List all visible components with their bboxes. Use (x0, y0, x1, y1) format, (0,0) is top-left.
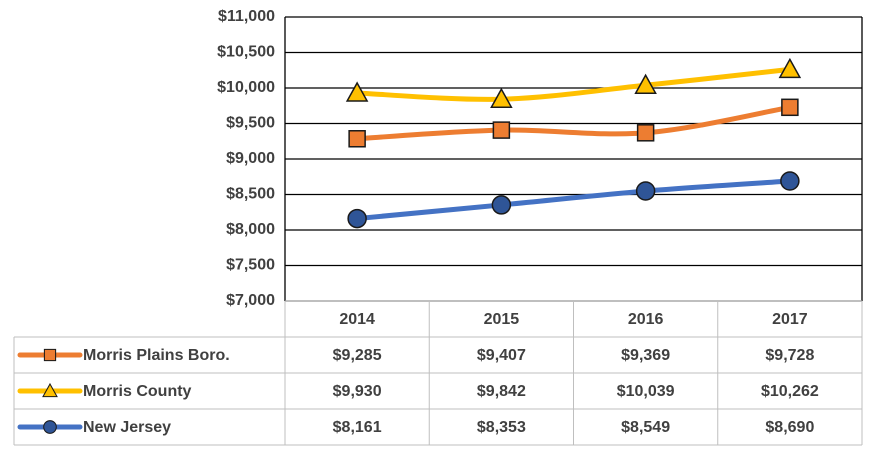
table-value: $8,690 (765, 419, 814, 436)
table-value: $8,161 (333, 419, 382, 436)
table-value: $9,407 (477, 347, 526, 364)
data-point (345, 81, 369, 102)
y-tick-label: $9,500 (226, 115, 275, 132)
y-tick-label: $7,000 (226, 292, 275, 309)
y-tick-label: $8,000 (226, 221, 275, 238)
x-tick-label: 2017 (772, 311, 808, 328)
data-point (778, 57, 802, 79)
table-value: $8,353 (477, 419, 526, 436)
data-point (635, 181, 656, 201)
y-tick-label: $7,500 (226, 257, 275, 274)
table-value: $9,369 (621, 347, 670, 364)
legend-marker (42, 382, 58, 398)
x-tick-label: 2015 (484, 311, 520, 328)
y-tick-label: $10,500 (217, 44, 275, 61)
table-value: $9,842 (477, 383, 526, 400)
legend-label: New Jersey (83, 419, 171, 436)
table-value: $10,039 (617, 383, 675, 400)
series-line (354, 66, 793, 102)
table-value: $10,262 (761, 383, 819, 400)
data-point (348, 130, 366, 148)
data-point (491, 195, 512, 215)
table-value: $8,549 (621, 419, 670, 436)
y-tick-label: $8,500 (226, 186, 275, 203)
y-tick-label: $9,000 (226, 150, 275, 167)
data-point (780, 171, 800, 191)
legend-label: Morris County (83, 383, 192, 400)
data-point (490, 87, 513, 108)
legend-marker (43, 420, 57, 434)
series-line (354, 104, 793, 142)
table-value: $9,728 (765, 347, 814, 364)
y-tick-label: $10,000 (217, 79, 275, 96)
table-value: $9,930 (333, 383, 382, 400)
legend-label: Morris Plains Boro. (83, 347, 230, 364)
x-tick-label: 2016 (628, 311, 664, 328)
table-value: $9,285 (333, 347, 382, 364)
data-point (492, 121, 511, 139)
y-tick-label: $11,000 (218, 8, 275, 25)
x-tick-label: 2014 (339, 311, 375, 328)
series-line (354, 178, 793, 222)
data-point (781, 98, 799, 117)
data-point (634, 73, 657, 94)
legend-marker (43, 348, 57, 362)
data-point (347, 208, 367, 229)
data-point (636, 124, 655, 142)
